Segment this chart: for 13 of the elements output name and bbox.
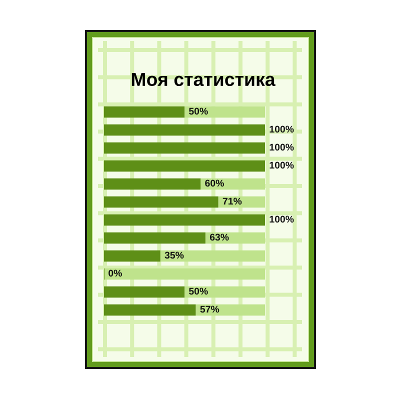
data-label: 35%: [164, 252, 184, 259]
chart-title: Моя статистика: [132, 72, 276, 86]
data-label: 63%: [210, 234, 229, 241]
data-label: 60%: [205, 180, 224, 187]
data-label: 57%: [200, 306, 220, 313]
data-label: 50%: [188, 288, 208, 295]
data-label: 100%: [270, 126, 294, 133]
data-label: 50%: [188, 108, 208, 115]
data-label: 0%: [108, 270, 122, 277]
data-label: 100%: [270, 216, 294, 223]
data-label: 71%: [222, 198, 242, 205]
data-label: 100%: [270, 144, 294, 151]
data-label: 100%: [270, 162, 294, 169]
